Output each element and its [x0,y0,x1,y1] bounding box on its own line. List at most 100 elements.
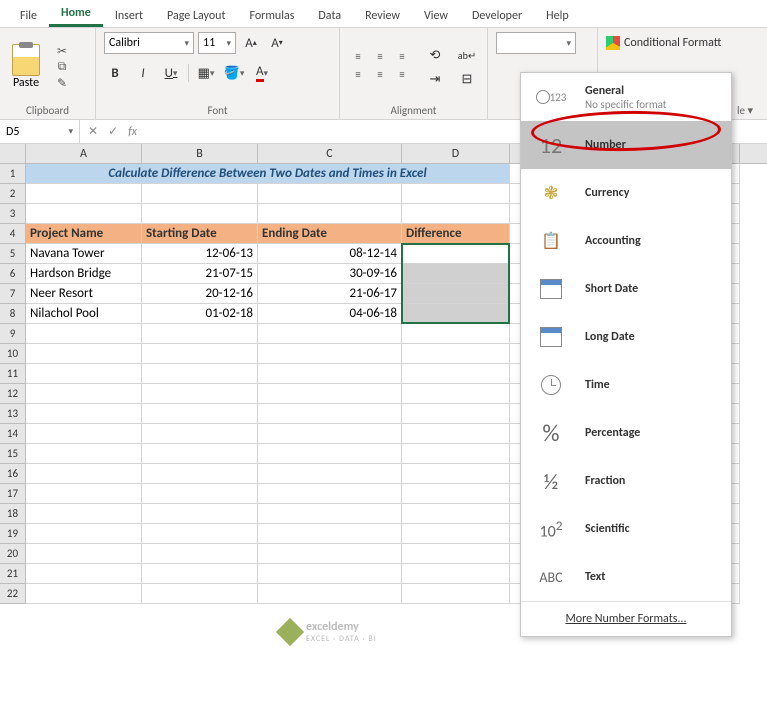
cell[interactable] [26,404,142,424]
tab-view[interactable]: View [412,5,460,27]
cell[interactable] [26,444,142,464]
cancel-icon[interactable]: ✕ [88,124,98,139]
cell[interactable] [402,424,510,444]
cell[interactable] [258,504,402,524]
format-option-percentage[interactable]: %Percentage [521,409,731,457]
name-box[interactable]: D5▾ [0,120,80,143]
cell[interactable] [26,524,142,544]
tab-review[interactable]: Review [353,5,412,27]
cell[interactable]: Ending Date [258,224,402,244]
font-size-combo[interactable]: 11▾ [198,32,236,54]
cell[interactable]: 01-02-18 [142,304,258,324]
row-header[interactable]: 13 [0,404,26,424]
tab-insert[interactable]: Insert [103,5,155,27]
cell[interactable] [258,544,402,564]
cell[interactable]: Navana Tower [26,244,142,264]
row-header[interactable]: 18 [0,504,26,524]
border-button[interactable]: ▦▾ [195,62,217,84]
increase-font-icon[interactable]: A▴ [240,32,262,54]
align-right-icon[interactable]: ≡ [392,68,412,84]
conditional-formatting-button[interactable]: Conditional Formatt [606,36,721,50]
cell[interactable] [142,544,258,564]
row-header[interactable]: 22 [0,584,26,604]
col-header-C[interactable]: C [258,144,402,163]
cell[interactable] [402,304,510,324]
row-header[interactable]: 20 [0,544,26,564]
tab-home[interactable]: Home [49,2,103,27]
row-header[interactable]: 19 [0,524,26,544]
cell[interactable] [258,584,402,604]
cell[interactable] [142,584,258,604]
cell[interactable]: Neer Resort [26,284,142,304]
merge-icon[interactable]: ⊟ [456,68,478,90]
cell[interactable] [402,184,510,204]
cell[interactable] [402,204,510,224]
cell[interactable]: Starting Date [142,224,258,244]
cell[interactable] [402,504,510,524]
cell[interactable] [142,404,258,424]
align-left-icon[interactable]: ≡ [348,68,368,84]
col-header-A[interactable]: A [26,144,142,163]
cell[interactable]: Calculate Difference Between Two Dates a… [26,164,510,184]
cell[interactable] [258,324,402,344]
cell[interactable] [402,524,510,544]
tab-help[interactable]: Help [534,5,581,27]
tab-data[interactable]: Data [306,5,353,27]
wrap-text-icon[interactable]: ab↵ [456,44,478,66]
format-option-scientific[interactable]: 102Scientific [521,505,731,553]
italic-button[interactable]: I [132,62,154,84]
cell[interactable] [142,364,258,384]
cell[interactable] [26,484,142,504]
cell[interactable] [142,504,258,524]
cell[interactable] [26,564,142,584]
cell[interactable] [142,324,258,344]
cell[interactable] [258,204,402,224]
cell[interactable]: Nilachol Pool [26,304,142,324]
tab-page-layout[interactable]: Page Layout [155,5,237,27]
cell[interactable] [258,464,402,484]
cell[interactable] [26,464,142,484]
row-header[interactable]: 8 [0,304,26,324]
font-color-button[interactable]: A▾ [251,62,273,84]
cell[interactable]: Difference [402,224,510,244]
row-header[interactable]: 15 [0,444,26,464]
cell[interactable] [142,424,258,444]
cell[interactable] [402,344,510,364]
tab-formulas[interactable]: Formulas [237,5,306,27]
cell[interactable] [402,444,510,464]
row-header[interactable]: 21 [0,564,26,584]
cell[interactable]: Project Name [26,224,142,244]
enter-icon[interactable]: ✓ [108,124,118,139]
decrease-font-icon[interactable]: A▾ [266,32,288,54]
fill-color-button[interactable]: 🪣▾ [223,62,245,84]
cell[interactable] [26,544,142,564]
cell[interactable] [26,184,142,204]
cell[interactable] [26,324,142,344]
cell[interactable]: 08-12-14 [258,244,402,264]
format-option-fraction[interactable]: ½Fraction [521,457,731,505]
cell[interactable] [402,244,510,264]
row-header[interactable]: 14 [0,424,26,444]
underline-button[interactable]: U▾ [160,62,182,84]
align-middle-icon[interactable]: ≡ [370,50,390,66]
cell[interactable] [26,204,142,224]
row-header[interactable]: 9 [0,324,26,344]
copy-icon[interactable]: ⧉ [54,60,70,74]
align-bottom-icon[interactable]: ≡ [392,50,412,66]
cell[interactable] [402,544,510,564]
tab-file[interactable]: File [8,5,49,27]
cell[interactable] [258,444,402,464]
cell[interactable] [142,484,258,504]
cell[interactable] [258,344,402,364]
row-header[interactable]: 6 [0,264,26,284]
row-header[interactable]: 4 [0,224,26,244]
format-option-time[interactable]: Time [521,361,731,409]
cell[interactable]: 12-06-13 [142,244,258,264]
orientation-icon[interactable]: ⟲ [424,44,446,66]
cell[interactable] [26,344,142,364]
cell[interactable] [258,564,402,584]
cell[interactable] [402,284,510,304]
cell[interactable] [258,484,402,504]
cell[interactable] [402,584,510,604]
align-top-icon[interactable]: ≡ [348,50,368,66]
